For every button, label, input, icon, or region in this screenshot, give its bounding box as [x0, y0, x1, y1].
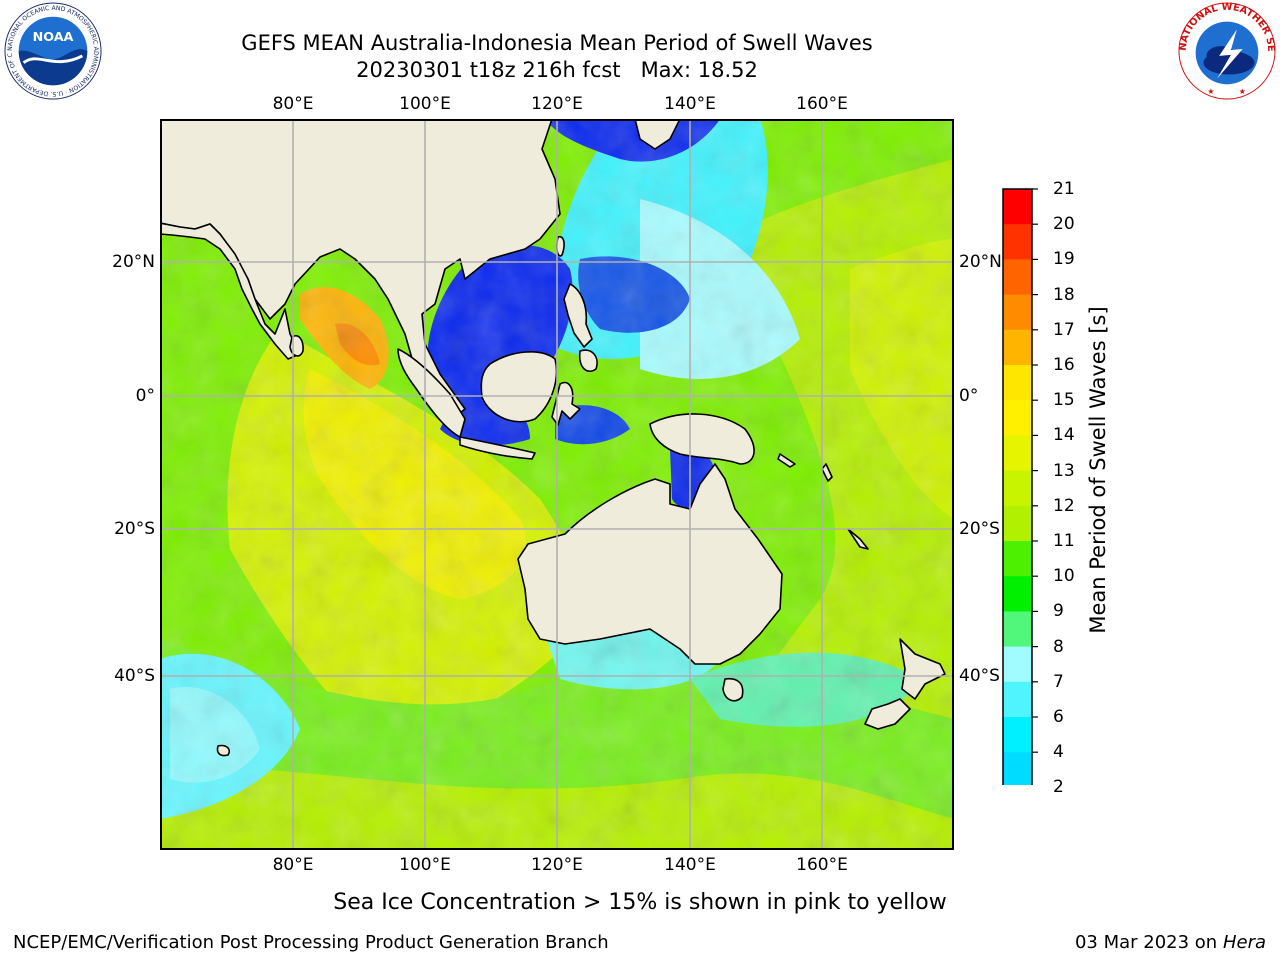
lon-label-top-160e: 160°E [796, 94, 848, 114]
colorbar-tick-label: 2 [1053, 777, 1064, 798]
lon-label-bottom-140e: 140°E [664, 855, 716, 875]
lon-label-bottom-80e: 80°E [272, 855, 314, 875]
footer-credit: NCEP/EMC/Verification Post Processing Pr… [13, 932, 609, 953]
svg-text:★: ★ [1239, 87, 1246, 96]
footer-machine: Hera [1222, 932, 1266, 953]
footer-date-text: 03 Mar 2023 on [1074, 932, 1218, 953]
land-australia [517, 463, 783, 665]
colorbar-label: Mean Period of Swell Waves [s] [1086, 306, 1110, 634]
colorbar-tick-label: 20 [1053, 214, 1075, 235]
colorbar-tick-label: 12 [1053, 495, 1075, 516]
colorbar-bin [1003, 752, 1032, 785]
nws-logo: NATIONAL WEATHER SERVICE ★ ★ [1178, 2, 1276, 100]
colorbar-tick-label: 9 [1053, 601, 1064, 622]
colorbar-bin [1003, 329, 1032, 366]
land-sri-lanka [289, 335, 304, 357]
colorbar-bin [1003, 681, 1032, 718]
lon-label-bottom-160e: 160°E [796, 855, 848, 875]
colorbar-bin [1003, 470, 1032, 507]
land-mindanao [578, 349, 598, 373]
lat-label-right-40s: 40°S [959, 666, 1000, 686]
land-java [459, 436, 536, 460]
colorbar-bin [1003, 189, 1032, 225]
colorbar-tick-label: 19 [1053, 249, 1075, 270]
land-new-guinea [649, 413, 755, 465]
lat-label-left-20n: 20°N [112, 252, 155, 272]
lat-label-right-0: 0° [959, 386, 979, 406]
colorbar-tick-label: 10 [1053, 566, 1075, 587]
colorbar-tick-label: 6 [1053, 707, 1064, 727]
land-sulawesi [551, 381, 581, 426]
colorbar-bin [1003, 576, 1032, 612]
lat-label-left-0: 0° [135, 386, 155, 406]
land-solomon [777, 453, 796, 468]
lat-label-left-20s: 20°S [114, 519, 155, 539]
sea-ice-note: Sea Ice Concentration > 15% is shown in … [333, 890, 947, 915]
land-vanuatu [821, 463, 833, 482]
colorbar-tick-label: 8 [1053, 636, 1064, 657]
colorbar-tick-label: 7 [1053, 671, 1064, 692]
colorbar-bin [1003, 365, 1032, 401]
colorbar-bin [1003, 435, 1032, 472]
svg-text:★: ★ [1207, 87, 1214, 96]
colorbar-bin [1003, 646, 1032, 683]
gridlines [160, 119, 954, 850]
colorbar-tick-label: 11 [1053, 531, 1075, 551]
lon-label-bottom-100e: 100°E [399, 855, 451, 875]
colorbar-tick-label: 21 [1053, 179, 1075, 199]
colorbar-tick-label: 15 [1053, 390, 1075, 411]
swell-period-map [160, 119, 954, 850]
land-taiwan [555, 235, 565, 257]
title-line-2: 20230301 t18z 216h fcst Max: 18.52 [356, 58, 758, 82]
land-borneo [480, 351, 558, 423]
lon-label-top-80e: 80°E [272, 94, 314, 114]
land-new-caledonia [847, 528, 869, 550]
colorbar-bin [1003, 717, 1032, 753]
land-new-zealand-south [864, 698, 911, 730]
colorbar-bin [1003, 541, 1032, 577]
lat-label-right-20s: 20°S [959, 519, 1000, 539]
colorbar [1002, 188, 1038, 785]
noaa-logo: NATIONAL OCEANIC AND ATMOSPHERIC ADMINIS… [4, 2, 102, 100]
colorbar-bin [1003, 259, 1032, 296]
colorbar-tick-label: 14 [1053, 425, 1075, 446]
land-philippines [563, 283, 593, 348]
land-japan [634, 119, 681, 150]
colorbar-tick-label: 18 [1053, 284, 1075, 305]
colorbar-tick-label: 16 [1053, 355, 1075, 375]
footer-date: 03 Mar 2023 on Hera [1075, 932, 1266, 953]
colorbar-bin [1003, 224, 1032, 260]
lat-label-left-40s: 40°S [114, 666, 155, 686]
lon-label-top-140e: 140°E [664, 94, 716, 114]
colorbar-tick-label: 17 [1053, 319, 1075, 340]
title-line-1: GEFS MEAN Australia-Indonesia Mean Perio… [241, 31, 873, 55]
lon-label-bottom-120e: 120°E [531, 855, 583, 875]
map-frame [160, 119, 954, 850]
lat-label-right-20n: 20°N [959, 252, 1002, 272]
colorbar-bin [1003, 294, 1032, 331]
colorbar-bin [1003, 505, 1032, 542]
colorbar-bin [1003, 400, 1032, 436]
noaa-logo-text: NOAA [33, 30, 74, 45]
colorbar-tick-label: 13 [1053, 460, 1075, 481]
colorbar-tick-label: 4 [1053, 742, 1064, 763]
land-tasmania [722, 677, 744, 702]
land-kerguelen [216, 744, 231, 757]
lon-label-top-120e: 120°E [531, 94, 583, 114]
colorbar-bin [1003, 611, 1032, 648]
lon-label-top-100e: 100°E [399, 94, 451, 114]
